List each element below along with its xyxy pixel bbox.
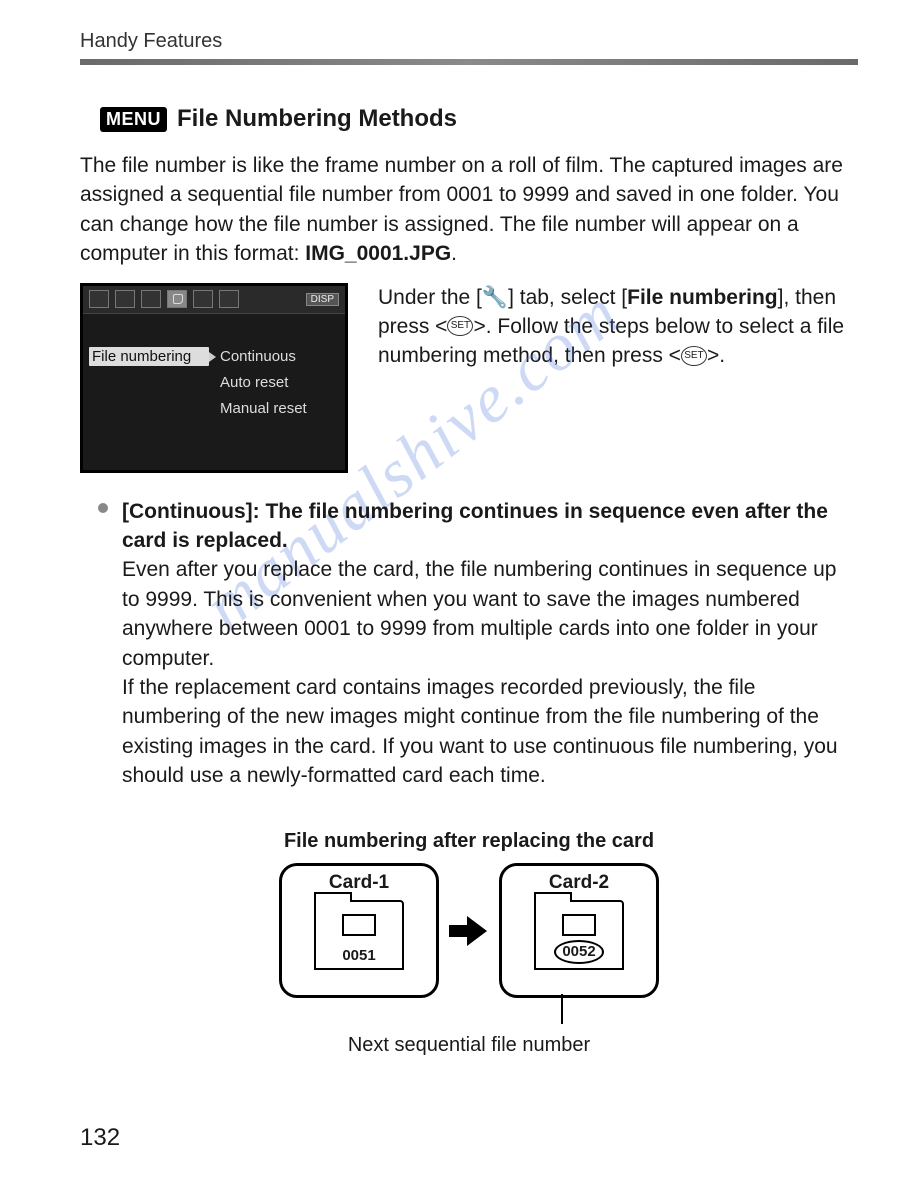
folder-inner-icon: [342, 914, 376, 936]
lcd-option-2: Manual reset: [220, 400, 307, 417]
set-button-icon: SET: [447, 316, 473, 336]
lcd-menu-row: Manual reset: [83, 396, 345, 422]
lcd-tabs-left: [89, 290, 239, 308]
lcd-menu-row-selected: File numbering Continuous: [83, 344, 345, 370]
continuous-heading: [Continuous]: The file numbering continu…: [122, 497, 858, 556]
example-filename: IMG_0001.JPG: [305, 242, 451, 265]
lcd-pointer-icon: [209, 352, 216, 362]
continuous-section: [Continuous]: The file numbering continu…: [104, 497, 858, 791]
lcd-tab-6: [219, 290, 239, 308]
page-title: File Numbering Methods: [177, 105, 457, 133]
folder-icon: 0051: [314, 900, 404, 970]
arrow-right-icon: [449, 916, 489, 946]
page-title-row: MENU File Numbering Methods: [100, 105, 858, 133]
folder-icon: 0052: [534, 900, 624, 970]
diagram-title: File numbering after replacing the card: [80, 830, 858, 853]
card-2-box: Card-2 0052: [499, 863, 659, 998]
continuous-p2: If the replacement card contains images …: [122, 673, 858, 791]
set-button-icon: SET: [681, 346, 707, 366]
card-1-box: Card-1 0051: [279, 863, 439, 998]
diagram-caption: Next sequential file number: [80, 1034, 858, 1057]
camera-lcd-screenshot: DISP File numbering Continuous Auto rese…: [80, 283, 348, 473]
card-2-label: Card-2: [502, 872, 656, 894]
lcd-tab-1: [89, 290, 109, 308]
card-1-label: Card-1: [282, 872, 436, 894]
lcd-tab-3: [141, 290, 161, 308]
intro-text: The file number is like the frame number…: [80, 154, 843, 265]
wrench-icon: 🔧: [482, 283, 508, 312]
folder-tab-icon: [314, 892, 352, 902]
instr-end: >.: [707, 344, 725, 367]
menu-badge: MENU: [100, 107, 167, 132]
intro-paragraph: The file number is like the frame number…: [80, 151, 858, 269]
folder-inner-icon: [562, 914, 596, 936]
page-number: 132: [80, 1124, 120, 1152]
pointer-line: [279, 1004, 659, 1034]
bullet-icon: [98, 503, 108, 513]
instr-pre: Under the [: [378, 286, 482, 309]
lcd-disp-badge: DISP: [306, 293, 339, 306]
section-label: Handy Features: [80, 30, 222, 52]
lcd-tab-5: [193, 290, 213, 308]
card-2-number: 0052: [554, 940, 604, 964]
header-rule: [80, 59, 858, 65]
instruction-paragraph: Under the [🔧] tab, select [File numberin…: [378, 283, 858, 371]
screenshot-row: DISP File numbering Continuous Auto rese…: [80, 283, 858, 473]
lcd-option-0: Continuous: [220, 348, 296, 365]
folder-tab-icon: [534, 892, 572, 902]
lcd-tab-bar: DISP: [83, 286, 345, 314]
pointer-vertical-line: [561, 994, 563, 1024]
lcd-option-1: Auto reset: [220, 374, 288, 391]
page-header: Handy Features: [80, 30, 858, 53]
instr-mid1: ] tab, select [: [508, 286, 627, 309]
card-1-number: 0051: [316, 947, 402, 964]
lcd-menu-row: Auto reset: [83, 370, 345, 396]
lcd-tab-2: [115, 290, 135, 308]
continuous-p1: Even after you replace the card, the fil…: [122, 555, 858, 673]
instr-bold1: File numbering: [627, 286, 778, 309]
card-diagram: Card-1 0051 Card-2 0052: [80, 863, 858, 998]
lcd-tab-wrench-icon: [167, 290, 187, 308]
lcd-menu-label: File numbering: [89, 347, 209, 366]
